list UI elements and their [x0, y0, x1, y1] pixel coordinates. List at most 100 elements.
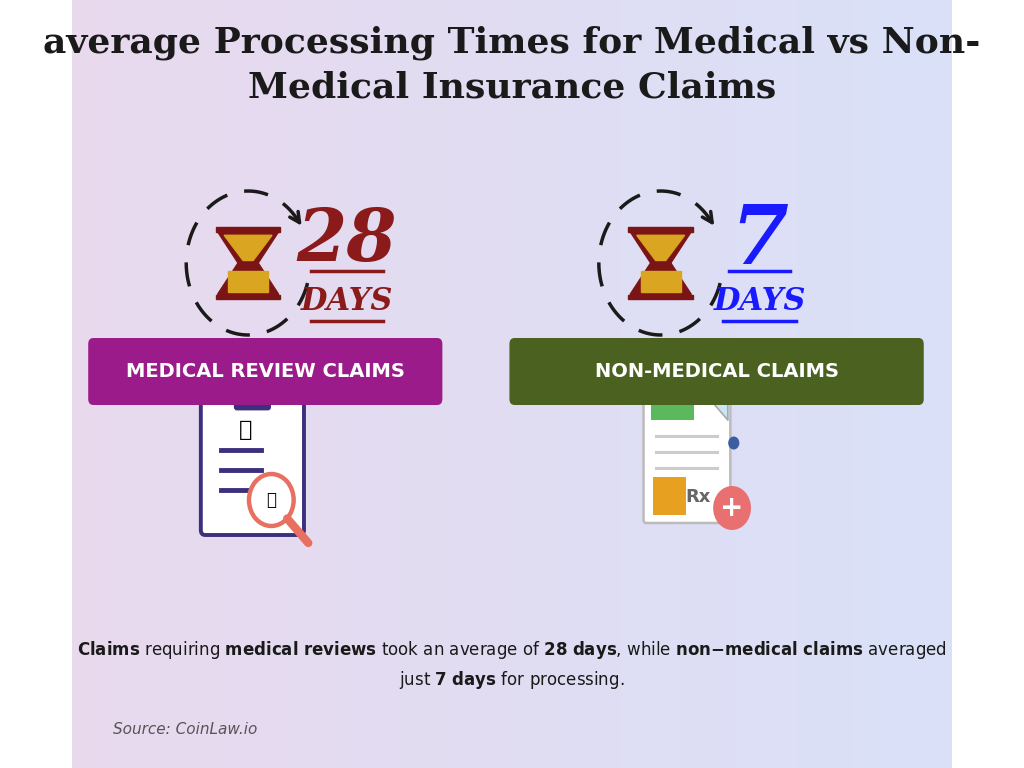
Bar	[217, 0, 221, 768]
Circle shape	[713, 486, 751, 530]
Text: DAYS: DAYS	[301, 286, 393, 316]
Polygon shape	[228, 271, 268, 293]
Bar	[200, 0, 204, 768]
Bar	[947, 0, 952, 768]
Bar	[767, 0, 772, 768]
Bar	[164, 0, 169, 768]
Bar	[173, 0, 177, 768]
Bar	[560, 0, 565, 768]
Polygon shape	[216, 227, 281, 231]
Bar	[895, 0, 899, 768]
Bar	[776, 0, 780, 768]
Bar	[244, 0, 248, 768]
FancyBboxPatch shape	[201, 397, 304, 535]
Bar	[864, 0, 868, 768]
Bar	[230, 0, 234, 768]
Bar	[318, 0, 323, 768]
Bar	[279, 0, 284, 768]
Bar	[740, 0, 745, 768]
Bar	[759, 0, 763, 768]
Bar	[81, 0, 85, 768]
Bar	[133, 0, 138, 768]
Bar	[446, 0, 451, 768]
Text: Medical Insurance Claims: Medical Insurance Claims	[248, 71, 776, 105]
Bar	[939, 0, 943, 768]
Bar	[807, 0, 811, 768]
Bar	[688, 0, 692, 768]
Bar	[305, 0, 309, 768]
Bar	[270, 0, 274, 768]
Bar	[651, 403, 694, 420]
Bar	[872, 0, 878, 768]
Bar	[754, 0, 759, 768]
Bar	[284, 0, 288, 768]
Bar	[547, 0, 552, 768]
Bar	[265, 0, 270, 768]
Bar	[842, 0, 847, 768]
Text: 👍: 👍	[266, 491, 276, 509]
Bar	[583, 0, 587, 768]
Polygon shape	[641, 271, 681, 293]
Bar	[657, 0, 662, 768]
Bar	[886, 0, 891, 768]
Bar	[591, 0, 596, 768]
Polygon shape	[630, 231, 691, 263]
Bar	[908, 0, 912, 768]
Bar	[415, 0, 420, 768]
Text: NON-MEDICAL CLAIMS: NON-MEDICAL CLAIMS	[595, 362, 839, 381]
Bar	[552, 0, 556, 768]
Bar	[433, 0, 437, 768]
Bar	[120, 0, 125, 768]
Bar	[943, 0, 947, 768]
Bar	[723, 0, 728, 768]
Bar	[481, 0, 485, 768]
Bar	[613, 0, 617, 768]
Bar	[340, 0, 345, 768]
Bar	[820, 0, 824, 768]
Bar	[226, 0, 230, 768]
Bar	[851, 0, 855, 768]
Bar	[916, 0, 922, 768]
Bar	[834, 0, 838, 768]
Bar	[468, 0, 472, 768]
FancyBboxPatch shape	[643, 399, 730, 523]
Text: Rx: Rx	[685, 488, 711, 506]
Bar	[692, 0, 697, 768]
Bar	[736, 0, 740, 768]
FancyBboxPatch shape	[88, 338, 442, 405]
Bar	[609, 0, 613, 768]
Bar	[221, 0, 226, 768]
Bar	[803, 0, 807, 768]
Bar	[362, 0, 367, 768]
Bar	[635, 0, 640, 768]
Bar	[323, 0, 327, 768]
Bar	[186, 0, 190, 768]
Bar	[292, 0, 296, 768]
Bar	[516, 0, 521, 768]
Bar	[838, 0, 842, 768]
Text: 🔔: 🔔	[239, 420, 252, 440]
Bar	[604, 0, 609, 768]
Bar	[301, 0, 305, 768]
Bar	[780, 0, 784, 768]
Bar	[662, 0, 666, 768]
Bar	[116, 0, 120, 768]
Bar	[587, 0, 591, 768]
Bar	[640, 0, 644, 768]
Bar	[94, 0, 98, 768]
Bar	[512, 0, 516, 768]
Bar	[811, 0, 816, 768]
Bar	[784, 0, 790, 768]
Bar	[274, 0, 279, 768]
Bar	[596, 0, 600, 768]
Bar	[402, 0, 407, 768]
Bar	[904, 0, 908, 768]
Bar	[358, 0, 362, 768]
Bar	[521, 0, 525, 768]
Bar	[384, 0, 389, 768]
Bar	[367, 0, 371, 768]
Bar	[459, 0, 464, 768]
Polygon shape	[630, 263, 691, 294]
Bar	[543, 0, 547, 768]
Bar	[477, 0, 481, 768]
